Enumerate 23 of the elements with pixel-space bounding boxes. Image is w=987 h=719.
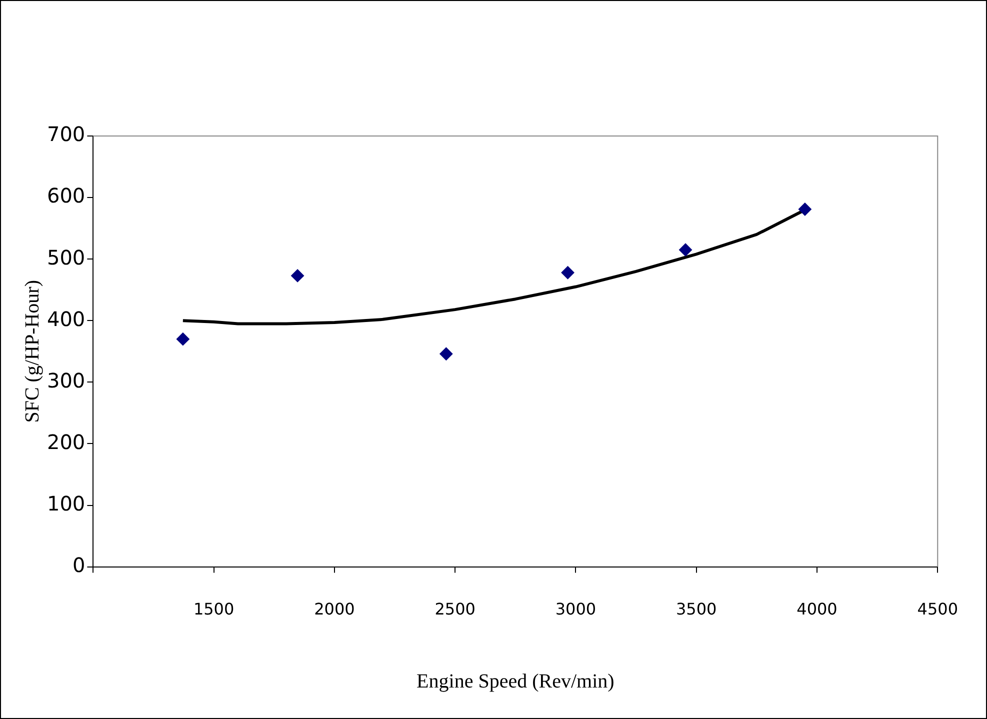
point [679, 243, 692, 256]
x-tick-label: 3000 [555, 600, 596, 619]
x-tick-label: 4500 [917, 600, 958, 619]
y-tick-label: 600 [46, 184, 86, 208]
y-tick-label: 700 [46, 122, 86, 146]
x-tick-label: 2000 [314, 600, 355, 619]
x-axis-title: Engine Speed (Rev/min) [416, 670, 614, 692]
y-tick-label: 0 [72, 553, 86, 578]
y-tick-label: 200 [46, 430, 86, 454]
point [561, 266, 574, 280]
point [291, 269, 304, 282]
x-tick-label: 4000 [796, 600, 838, 619]
y-tick-label: 300 [46, 368, 86, 392]
x-tick-label: 2500 [434, 600, 476, 619]
point [440, 347, 453, 360]
y-tick-label: 100 [46, 491, 86, 516]
y-tick-label: 400 [46, 306, 86, 331]
x-tick-label: 1500 [193, 600, 234, 619]
y-tick-label: 500 [46, 245, 86, 270]
x-tick-label: 3500 [676, 600, 717, 619]
point [798, 202, 812, 216]
y-axis-title: SFC (g/HP-Hour) [21, 280, 44, 423]
point [176, 332, 190, 346]
